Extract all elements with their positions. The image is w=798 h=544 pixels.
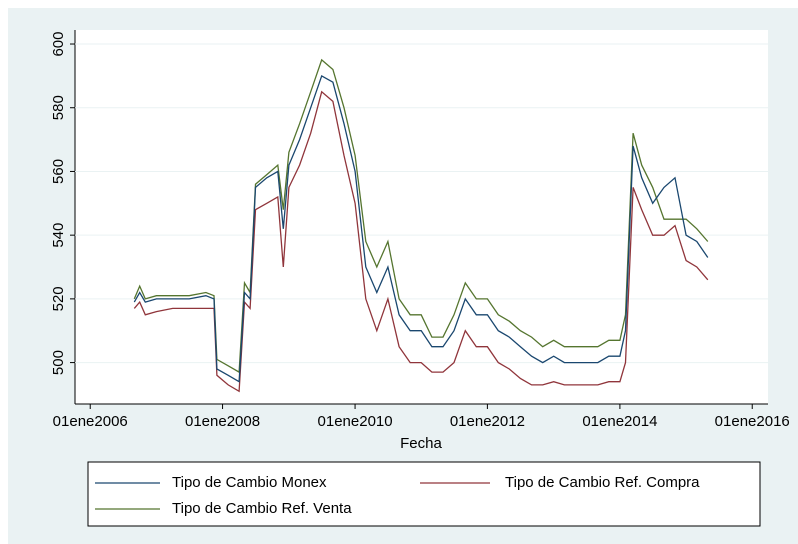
x-tick-label: 01ene2016 xyxy=(715,413,790,430)
x-tick-label: 01ene2010 xyxy=(318,413,393,430)
y-tick-label: 580 xyxy=(50,95,67,120)
legend-label: Tipo de Cambio Monex xyxy=(172,474,327,491)
series-line xyxy=(133,74,709,383)
series-line xyxy=(133,90,709,393)
legend-label: Tipo de Cambio Ref. Venta xyxy=(172,500,352,517)
x-tick-label: 01ene2006 xyxy=(53,413,128,430)
x-tick-label: 01ene2012 xyxy=(450,413,525,430)
y-tick-label: 520 xyxy=(50,286,67,311)
x-tick-label: 01ene2008 xyxy=(185,413,260,430)
y-tick-label: 540 xyxy=(50,223,67,248)
legend xyxy=(87,461,761,527)
y-tick-label: 600 xyxy=(50,32,67,57)
x-axis-title: Fecha xyxy=(400,435,442,452)
x-tick-label: 01ene2014 xyxy=(582,413,657,430)
plot-area xyxy=(75,30,768,404)
series-line xyxy=(133,58,709,374)
y-tick-label: 500 xyxy=(50,350,67,375)
y-tick-label: 560 xyxy=(50,159,67,184)
legend-label: Tipo de Cambio Ref. Compra xyxy=(505,474,700,491)
